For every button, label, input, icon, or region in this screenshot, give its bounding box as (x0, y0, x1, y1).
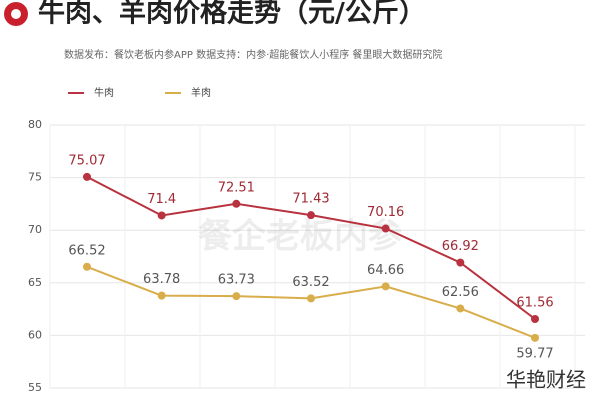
data-label: 61.56 (516, 295, 553, 310)
y-tick-label: 55 (28, 381, 42, 394)
data-point (307, 294, 315, 303)
data-point (307, 211, 315, 220)
data-label: 63.73 (218, 273, 255, 288)
data-label: 63.52 (292, 275, 329, 290)
watermark: 餐企老板内参 (198, 217, 402, 257)
data-label: 72.51 (218, 180, 255, 195)
y-tick-label: 70 (28, 223, 42, 236)
y-tick-label: 80 (28, 118, 42, 131)
data-point (83, 172, 91, 181)
data-point (157, 291, 166, 300)
data-label: 62.56 (442, 285, 479, 300)
data-point (381, 224, 390, 233)
data-label: 66.92 (442, 239, 479, 254)
data-point (232, 292, 241, 301)
data-point (157, 211, 166, 220)
data-label: 66.52 (68, 243, 105, 258)
data-label: 59.77 (516, 346, 553, 361)
data-label: 63.78 (143, 272, 180, 287)
data-label: 71.4 (147, 192, 176, 207)
y-tick-label: 75 (28, 171, 42, 184)
data-label: 75.07 (68, 153, 105, 168)
data-label: 71.43 (292, 192, 329, 207)
source-watermark: 华艳财经 (506, 368, 586, 392)
data-point (531, 333, 539, 342)
title-icon-hole (11, 9, 21, 19)
data-point (456, 304, 465, 313)
data-label: 64.66 (367, 263, 404, 278)
y-tick-label: 60 (28, 328, 42, 341)
data-point (456, 258, 465, 267)
data-point (531, 314, 539, 323)
chart-title: 牛肉、羊肉价格走势（元/公斤） (38, 0, 426, 29)
data-point (83, 262, 91, 271)
legend-label: 羊肉 (191, 86, 211, 99)
data-point (381, 282, 390, 291)
y-tick-label: 65 (28, 276, 42, 289)
data-label: 70.16 (367, 205, 404, 220)
chart-subtitle: 数据发布：餐饮老板内参APP 数据支持：内参·超能餐饮人小程序 餐里眼大数据研究… (64, 48, 442, 61)
data-point (232, 199, 241, 208)
legend-label: 牛肉 (94, 86, 114, 99)
